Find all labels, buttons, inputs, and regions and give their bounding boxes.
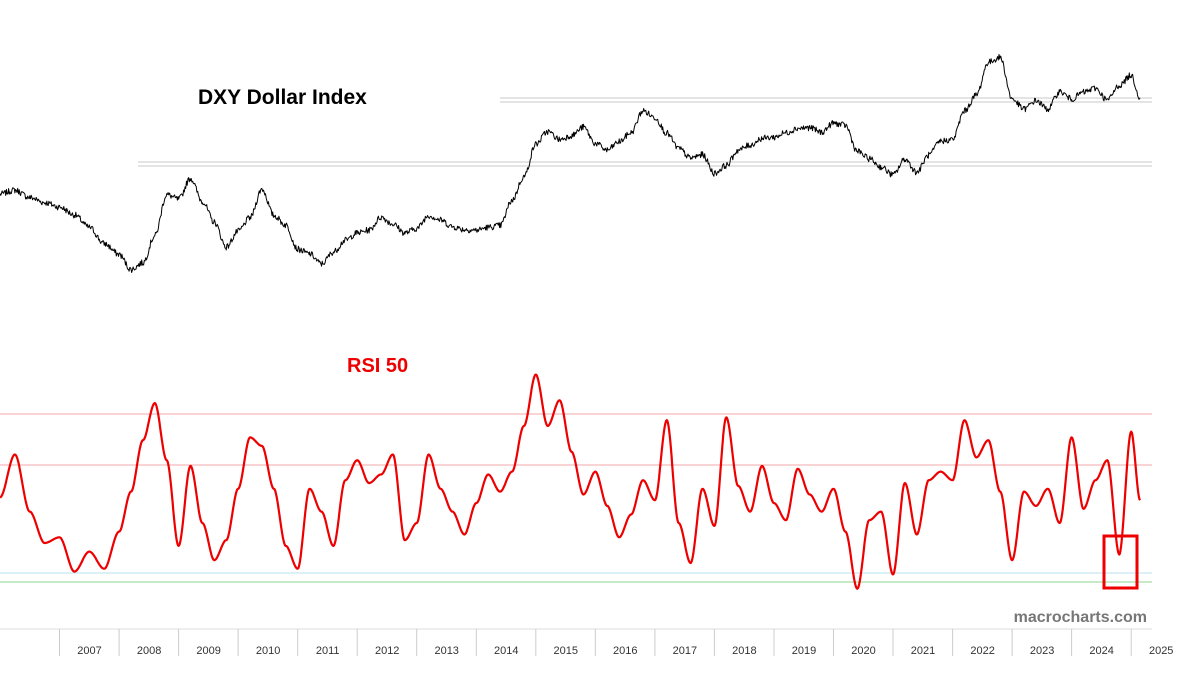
watermark: macrocharts.com	[1014, 609, 1147, 626]
x-tick-label: 2025	[1149, 645, 1173, 657]
rsi-title: RSI 50	[347, 355, 408, 377]
dxy-plot	[0, 54, 1141, 273]
x-tick-label: 2011	[316, 645, 340, 657]
x-tick-label: 2019	[792, 645, 816, 657]
x-tick-label: 2023	[1030, 645, 1054, 657]
x-tick-label: 2009	[196, 645, 220, 657]
dxy-reference-lines	[138, 97, 1152, 167]
x-tick-label: 2013	[434, 645, 458, 657]
rsi-series-line	[0, 373, 1142, 590]
x-tick-label: 2017	[673, 645, 697, 657]
x-tick-label: 2020	[851, 645, 875, 657]
rsi-plot	[0, 373, 1142, 590]
x-tick-label: 2014	[494, 645, 518, 657]
x-axis: 2007 2008 2009 2010 2011 2012 2013 2014 2015 2016…	[59, 629, 1173, 657]
x-tick-label: 2008	[137, 645, 161, 657]
highlight-box	[1102, 534, 1139, 590]
x-tick-label: 2010	[256, 645, 280, 657]
dxy-title: DXY Dollar Index	[198, 86, 367, 109]
x-tick-label: 2007	[77, 645, 101, 657]
x-tick-label: 2015	[554, 645, 578, 657]
x-tick-label: 2016	[613, 645, 637, 657]
x-tick-label: 2021	[911, 645, 935, 657]
x-tick-label: 2024	[1089, 645, 1113, 657]
dxy-series-line	[0, 54, 1141, 273]
x-tick-label: 2022	[970, 645, 994, 657]
x-tick-label: 2012	[375, 645, 399, 657]
x-tick-label: 2018	[732, 645, 756, 657]
